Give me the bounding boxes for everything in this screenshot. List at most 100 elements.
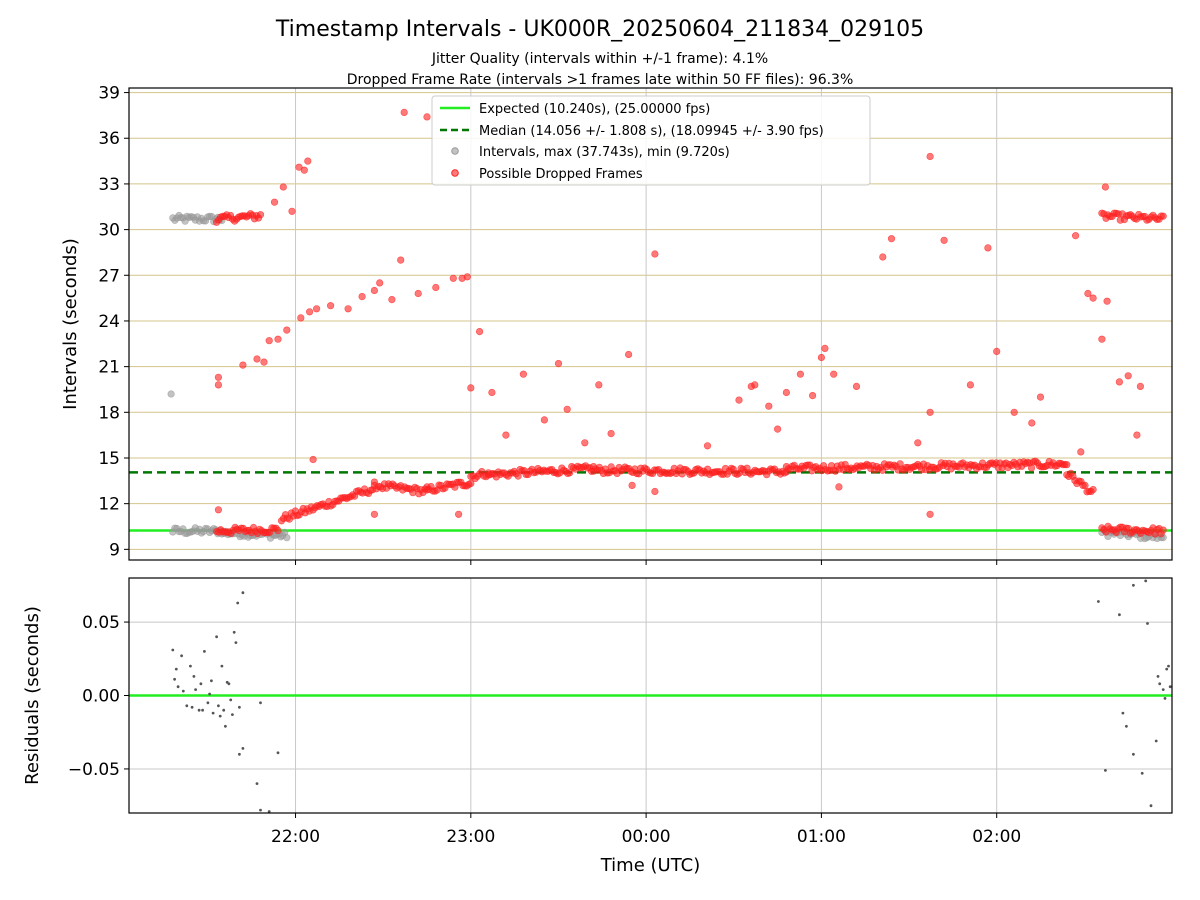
dropped-frame-point <box>1101 183 1109 191</box>
residual-point <box>1168 685 1172 689</box>
residual-point <box>199 682 203 686</box>
dropped-frame-point <box>327 302 335 310</box>
residual-point <box>238 752 241 756</box>
dropped-frame-point <box>1089 486 1097 494</box>
dropped-frame-point <box>1098 335 1106 343</box>
residual-point <box>190 705 194 709</box>
residual-point <box>208 692 212 696</box>
residuals-plot: −0.050.000.05 22:00 23:00 00:00 01:00 02:00 … <box>22 577 1173 876</box>
residuals-y-tick-label: 0.05 <box>82 613 120 633</box>
dropped-frame-point <box>984 244 992 252</box>
dropped-frame-point <box>773 425 782 433</box>
dropped-frame-point <box>1010 408 1018 416</box>
residual-point <box>1163 697 1167 700</box>
dropped-frame-point <box>370 510 379 518</box>
residual-point <box>201 708 205 712</box>
residual-point <box>203 650 206 653</box>
residual-point <box>255 782 259 785</box>
dropped-frame-point <box>288 207 296 215</box>
dropped-frame-point <box>214 373 222 381</box>
dropped-frame-point <box>214 506 222 514</box>
residual-point <box>181 689 185 693</box>
dropped-frame-point <box>966 381 975 389</box>
dropped-frame-point <box>1159 212 1167 220</box>
intervals-y-tick-label: 36 <box>98 129 120 149</box>
legend-box <box>431 95 871 186</box>
dropped-frame-point <box>214 381 222 389</box>
dropped-frame-point <box>274 526 282 535</box>
dropped-frame-point <box>830 370 838 378</box>
dropped-frame-point <box>309 455 317 464</box>
dropped-frame-point <box>1159 526 1167 534</box>
legend-intervals-swatch <box>451 147 459 155</box>
dropped-frame-point <box>370 478 379 486</box>
dropped-frame-point <box>449 274 457 282</box>
intervals-y-tick-label: 24 <box>98 312 120 332</box>
residual-point <box>222 708 226 712</box>
dropped-frame-point <box>467 479 475 488</box>
residual-point <box>267 810 271 813</box>
residual-point <box>1161 688 1165 691</box>
dropped-frame-point <box>914 439 922 447</box>
dropped-frame-point <box>821 344 829 353</box>
dropped-frame-point <box>835 483 843 491</box>
dropped-frame-point <box>607 430 615 438</box>
dropped-frame-point <box>270 198 279 206</box>
dropped-frame-point <box>1071 232 1080 240</box>
residual-point <box>176 685 180 689</box>
dropped-frame-point <box>1124 372 1132 380</box>
intervals-points <box>167 108 1167 543</box>
residual-point <box>220 664 224 668</box>
residual-point <box>1144 579 1148 583</box>
residual-point <box>180 654 184 658</box>
residual-point <box>234 641 238 644</box>
dropped-frame-point <box>1136 382 1144 391</box>
dropped-frame-point <box>1103 297 1111 305</box>
residuals-y-ticks: −0.05 0.00 0.05 <box>68 613 129 780</box>
time-x-tick-label: 02:00 <box>972 827 1021 847</box>
dropped-frame-point <box>651 487 659 496</box>
time-x-ticks: 22:00 23:00 00:00 01:00 02:00 <box>271 813 1021 847</box>
intervals-y-tick-label: 21 <box>98 358 120 378</box>
dropped-frame-point <box>581 439 589 447</box>
intervals-y-tick-label: 30 <box>98 221 120 241</box>
residual-point <box>174 667 178 671</box>
dropped-frame-point <box>926 408 934 416</box>
residual-point <box>1167 664 1170 668</box>
dropped-frame-point <box>514 472 522 480</box>
legend-dropped-label: Possible Dropped Frames <box>479 167 643 182</box>
dropped-frame-point <box>313 305 321 313</box>
dropped-frame-point <box>926 152 934 161</box>
dropped-frame-point <box>519 370 528 378</box>
legend-dropped-swatch <box>451 169 459 177</box>
dropped-frame-point <box>624 350 633 359</box>
residual-point <box>227 682 231 686</box>
dropped-frame-point <box>926 510 934 518</box>
residual-point <box>238 705 241 709</box>
dropped-frame-point <box>344 305 352 313</box>
dropped-frame-point <box>423 113 431 121</box>
dropped-frame-point <box>253 355 261 363</box>
intervals-legend: Expected (10.240s), (25.00000 fps) Media… <box>431 95 871 186</box>
dropped-frame-point <box>651 250 659 258</box>
residual-point <box>206 701 210 705</box>
residual-point <box>210 679 213 683</box>
time-x-tick-label: 01:00 <box>797 827 846 847</box>
residual-point <box>224 724 227 728</box>
dropped-frame-point <box>467 384 475 392</box>
dropped-frame-point <box>1028 419 1036 427</box>
dropped-frame-point <box>463 273 471 281</box>
dropped-frame-point <box>488 388 496 397</box>
dropped-frame-point <box>239 361 247 369</box>
interval-point <box>167 390 175 398</box>
residual-point <box>1158 682 1162 686</box>
residual-point <box>236 601 240 605</box>
dropped-frame-point <box>1077 448 1085 456</box>
residual-point <box>229 698 233 702</box>
dropped-frame-point <box>765 402 773 410</box>
dropped-frame-point <box>808 392 817 400</box>
intervals-y-tick-label: 27 <box>98 266 120 286</box>
dropped-frame-point <box>274 335 282 343</box>
chart-subtitle-dropped: Dropped Frame Rate (intervals >1 frames … <box>347 72 854 88</box>
